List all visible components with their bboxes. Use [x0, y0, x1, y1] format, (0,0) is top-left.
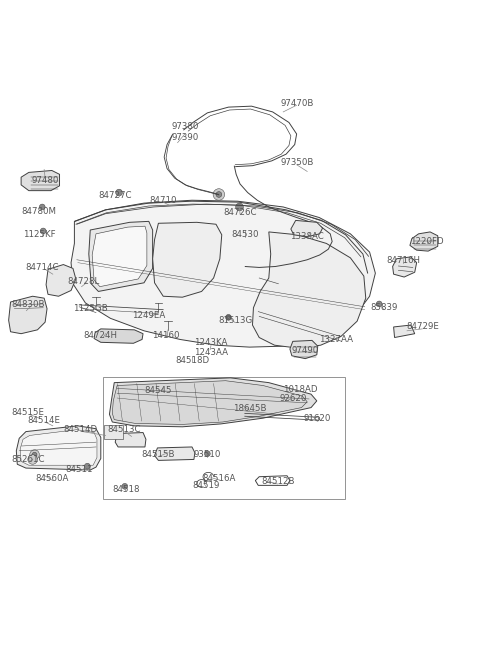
Polygon shape	[290, 340, 318, 359]
Text: 1125GB: 1125GB	[73, 304, 108, 313]
Text: 84518D: 84518D	[175, 356, 209, 365]
Polygon shape	[71, 200, 375, 347]
Circle shape	[39, 204, 45, 210]
Text: 84780M: 84780M	[22, 207, 57, 216]
Text: 1249EA: 1249EA	[132, 311, 166, 320]
Text: 84710: 84710	[149, 196, 177, 205]
Circle shape	[84, 464, 90, 469]
Polygon shape	[155, 447, 195, 460]
Circle shape	[122, 483, 128, 489]
Text: 14160: 14160	[152, 331, 180, 340]
Text: 97470B: 97470B	[281, 99, 314, 108]
Circle shape	[213, 188, 225, 200]
Text: 1125KF: 1125KF	[23, 230, 56, 239]
Text: 92620: 92620	[279, 394, 307, 404]
Text: 97350B: 97350B	[281, 158, 314, 168]
Text: 84518: 84518	[112, 484, 140, 494]
Circle shape	[116, 189, 122, 196]
Text: 84516A: 84516A	[202, 473, 236, 482]
Polygon shape	[9, 296, 47, 334]
Text: 1338AC: 1338AC	[290, 232, 324, 241]
Polygon shape	[46, 265, 76, 296]
Text: 84726C: 84726C	[223, 208, 257, 216]
Text: 1327AA: 1327AA	[319, 335, 353, 344]
Text: 1243KA
1243AA: 1243KA 1243AA	[194, 338, 228, 357]
Polygon shape	[21, 170, 60, 190]
Circle shape	[376, 301, 382, 307]
Text: 84729E: 84729E	[406, 323, 439, 331]
Text: 97490: 97490	[291, 346, 318, 355]
Text: 84560A: 84560A	[35, 474, 69, 483]
Circle shape	[204, 451, 210, 456]
Text: 97380
97390: 97380 97390	[171, 123, 199, 141]
Polygon shape	[393, 257, 417, 277]
Circle shape	[30, 450, 39, 460]
Text: 84716H: 84716H	[386, 256, 420, 265]
Text: 85839: 85839	[370, 303, 398, 312]
Text: 97480: 97480	[32, 175, 60, 185]
Circle shape	[28, 454, 37, 464]
Text: 1220FD: 1220FD	[410, 237, 444, 246]
Text: 84511: 84511	[65, 464, 93, 473]
Polygon shape	[410, 232, 438, 251]
Polygon shape	[94, 329, 143, 344]
Text: 81513G: 81513G	[218, 316, 252, 325]
Text: 84714C: 84714C	[25, 263, 59, 272]
Circle shape	[226, 314, 231, 320]
Text: 84514E: 84514E	[28, 415, 60, 424]
Text: 84519: 84519	[192, 481, 220, 490]
Text: 84724H: 84724H	[84, 331, 118, 340]
Text: 1018AD: 1018AD	[283, 385, 317, 394]
Text: 85261C: 85261C	[11, 455, 45, 464]
Text: 84530: 84530	[231, 230, 259, 239]
Text: 84727C: 84727C	[98, 191, 132, 200]
Polygon shape	[92, 226, 147, 287]
Polygon shape	[115, 432, 146, 447]
Text: 84514D: 84514D	[63, 425, 98, 434]
Polygon shape	[109, 378, 317, 427]
Text: 84512B: 84512B	[262, 477, 295, 486]
Bar	[103, 377, 345, 499]
Text: 84545: 84545	[144, 386, 172, 395]
Polygon shape	[394, 325, 415, 338]
Circle shape	[307, 230, 312, 236]
Bar	[104, 425, 123, 439]
Text: 84515E: 84515E	[12, 408, 44, 417]
Circle shape	[40, 228, 46, 234]
Polygon shape	[112, 381, 307, 424]
Circle shape	[216, 192, 222, 198]
Polygon shape	[252, 232, 366, 348]
Circle shape	[236, 203, 243, 211]
Text: 84513C: 84513C	[107, 425, 141, 434]
Text: 84515B: 84515B	[142, 450, 175, 459]
Text: 91620: 91620	[303, 413, 331, 422]
Polygon shape	[291, 220, 323, 237]
Circle shape	[32, 452, 37, 457]
Text: 18645B: 18645B	[233, 404, 266, 413]
Polygon shape	[89, 222, 153, 291]
Polygon shape	[20, 430, 97, 465]
Text: 93510: 93510	[193, 450, 221, 459]
Polygon shape	[16, 426, 101, 470]
Text: 84830B: 84830B	[11, 300, 45, 309]
Polygon shape	[153, 222, 222, 297]
Text: 84728L: 84728L	[68, 277, 100, 286]
